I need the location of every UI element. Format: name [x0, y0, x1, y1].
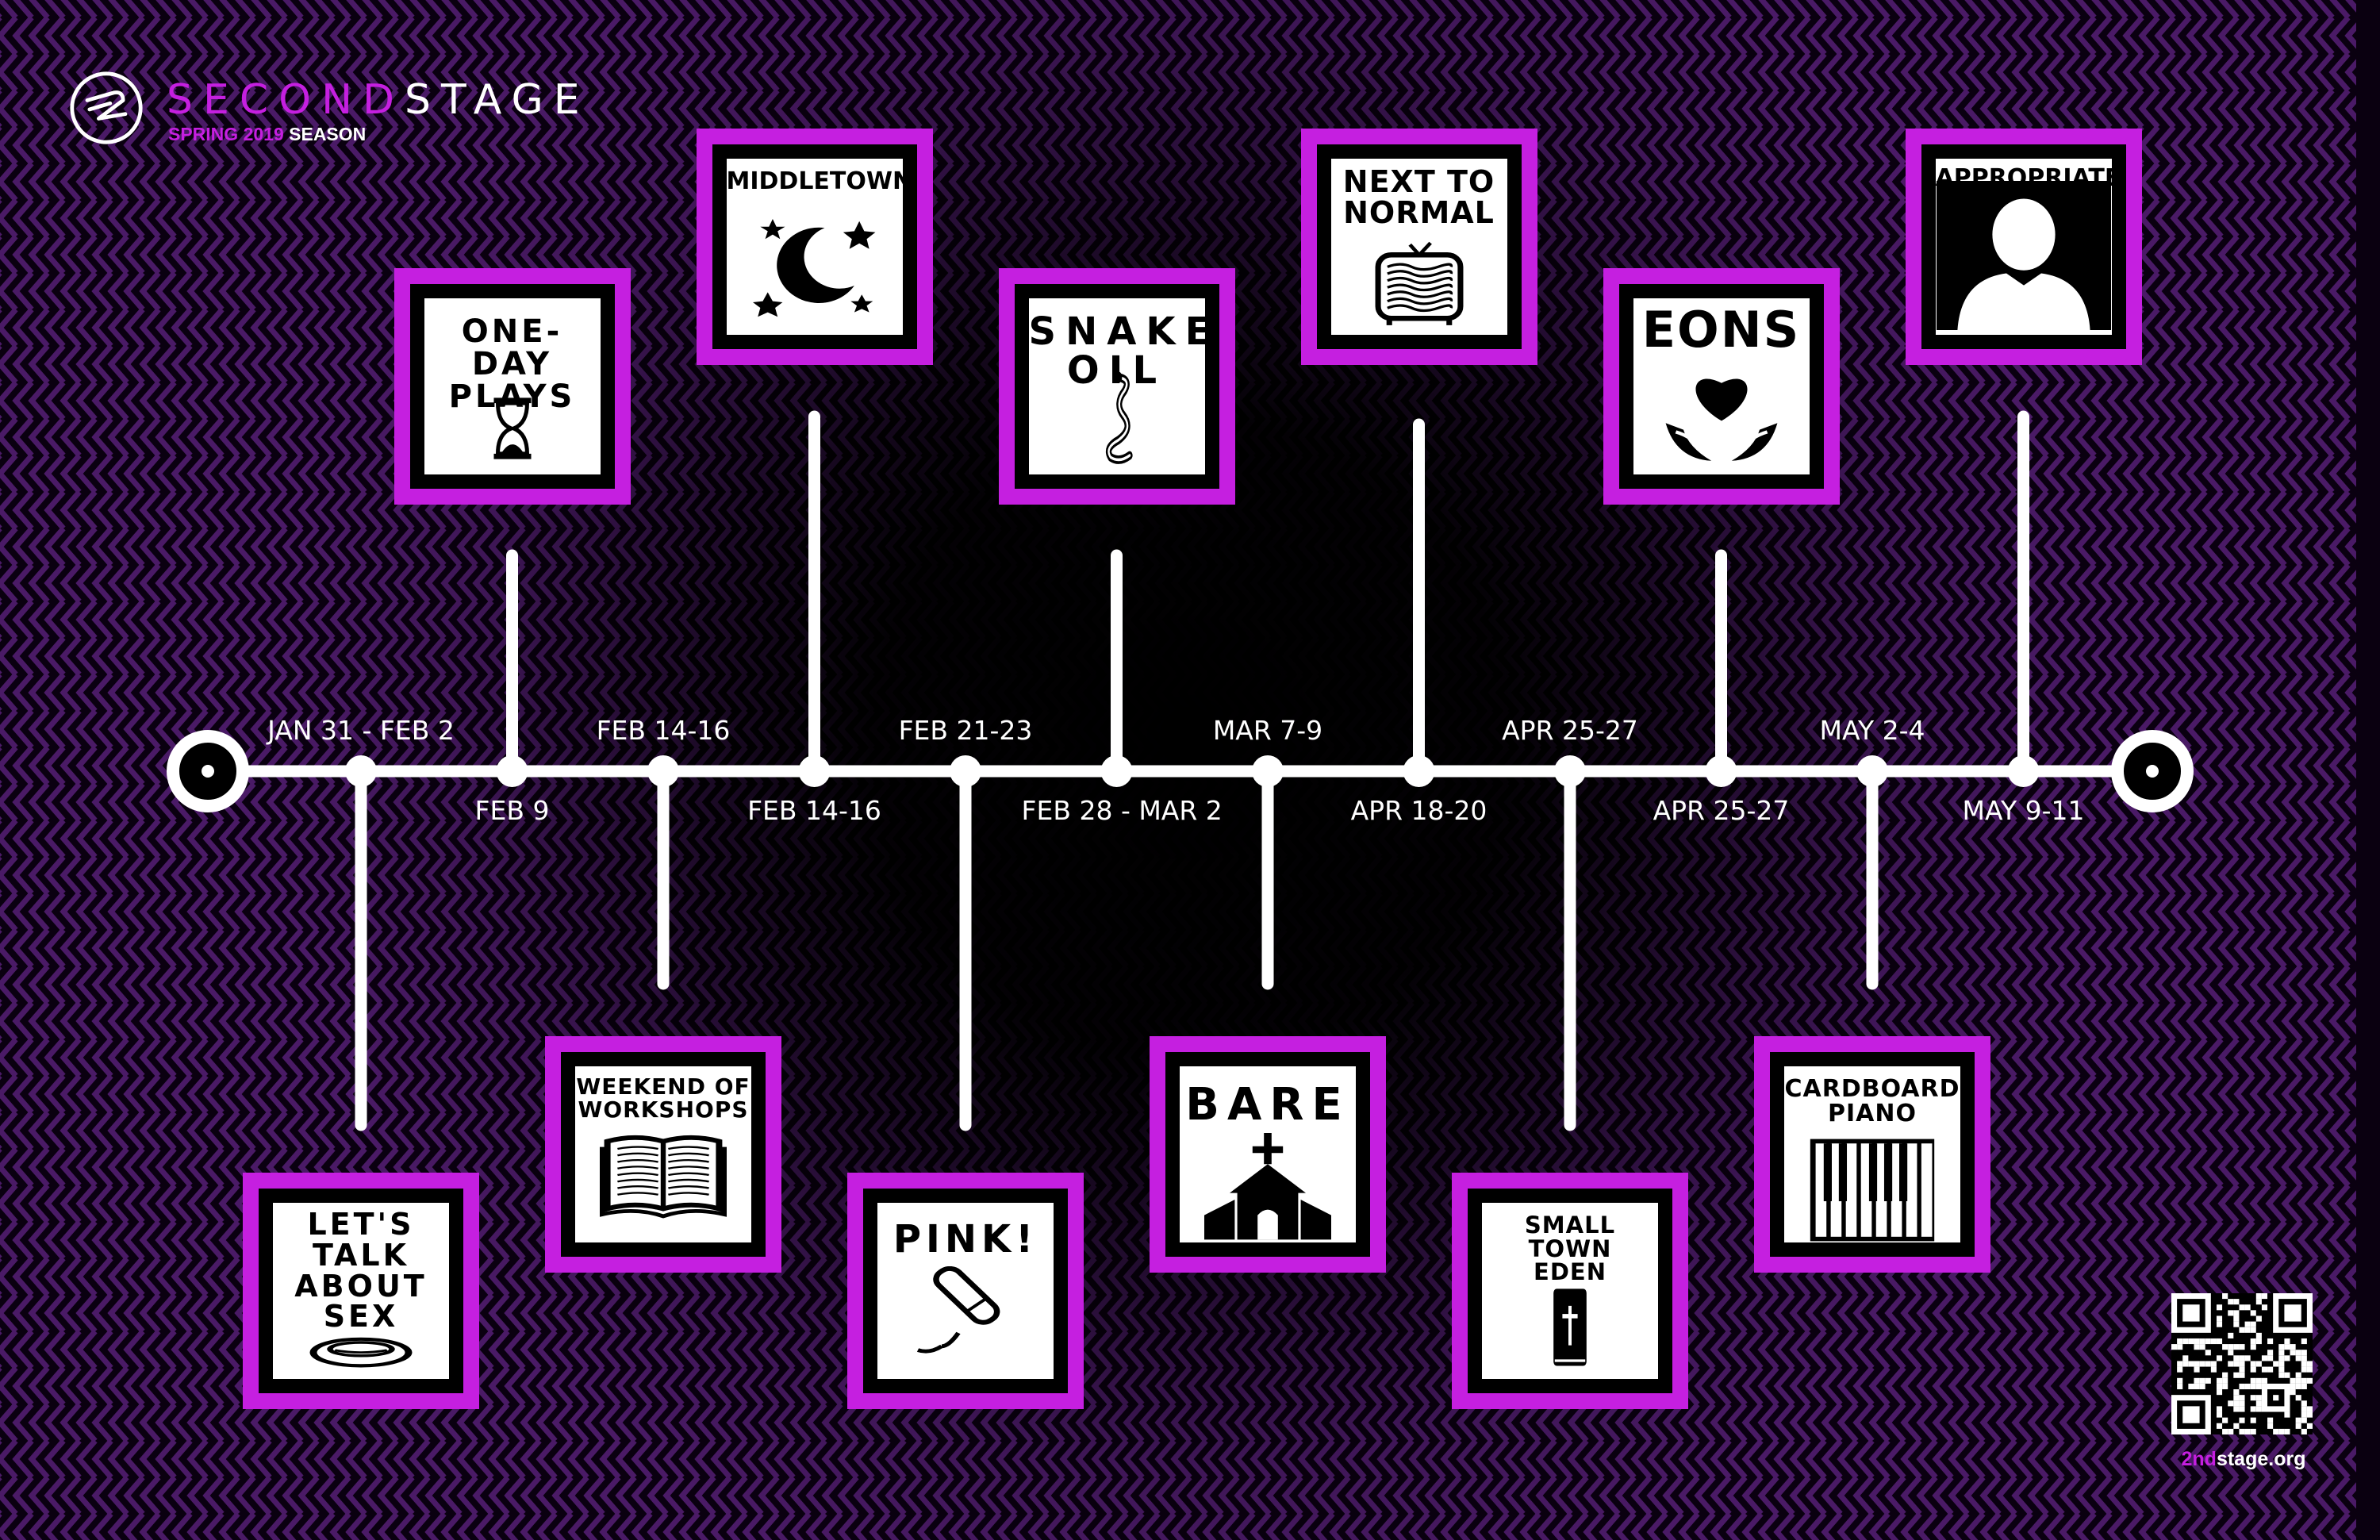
card-face: APPROPRIATE — [1935, 159, 2112, 335]
event-title: SNAKE OIL — [1028, 309, 1205, 393]
event-card[interactable]: NEXT TO NORMAL — [1300, 129, 1537, 365]
event-card[interactable]: SMALL TOWN EDEN — [1452, 1173, 1688, 1409]
card-face: MIDDLETOWN — [726, 159, 903, 335]
event-date: FEB 14-16 — [596, 715, 731, 746]
moon-stars-icon — [752, 219, 875, 317]
event-date: APR 18-20 — [1350, 795, 1488, 826]
card-face: BARE — [1180, 1066, 1356, 1242]
event-date: MAR 7-9 — [1212, 715, 1323, 746]
event-card[interactable]: LET'S TALK ABOUT SEX — [243, 1173, 479, 1409]
timeline-start-dot — [202, 765, 214, 778]
event-dot — [950, 755, 981, 787]
event-date: FEB 28 - MAR 2 — [1021, 795, 1223, 826]
card-face: LET'S TALK ABOUT SEX — [273, 1203, 449, 1379]
event-title: MIDDLETOWN — [726, 167, 903, 195]
event-date: MAY 9-11 — [1962, 795, 2085, 826]
tampon-icon — [916, 1266, 1000, 1354]
qr-code — [2171, 1293, 2313, 1434]
event-dot — [345, 755, 377, 787]
card-frame: PINK! — [863, 1189, 1068, 1393]
event-title: ONE-DAY PLAYS — [448, 313, 576, 415]
card-face: WEEKEND OF WORKSHOPS — [575, 1066, 751, 1242]
website-url-part-1: 2nd — [2181, 1448, 2217, 1470]
event-dot — [2007, 755, 2040, 787]
card-face: SNAKE OIL — [1028, 298, 1205, 474]
card-frame: MIDDLETOWN — [712, 144, 917, 349]
event-dot — [496, 755, 528, 787]
event-card[interactable]: BARE — [1150, 1036, 1386, 1273]
season-word: SEASON — [289, 124, 367, 144]
event-title: CARDBOARD PIANO — [1784, 1075, 1960, 1127]
event-date: FEB 21-23 — [898, 715, 1033, 746]
bible-icon — [1553, 1288, 1587, 1366]
event-title: BARE — [1185, 1079, 1350, 1131]
event-title: SMALL TOWN EDEN — [1524, 1212, 1616, 1286]
piano-keys-icon — [1810, 1139, 1935, 1242]
event-date: MAY 2-4 — [1819, 715, 1925, 746]
event-dot — [1100, 755, 1133, 787]
event-title: WEEKEND OF WORKSHOPS — [576, 1073, 750, 1123]
event-date: JAN 31 - FEB 2 — [267, 715, 455, 746]
event-dot — [798, 755, 831, 787]
event-date: FEB 9 — [474, 795, 550, 826]
event-card[interactable]: WEEKEND OF WORKSHOPS — [545, 1036, 781, 1273]
card-face: EONS — [1633, 298, 1810, 474]
card-frame: WEEKEND OF WORKSHOPS — [561, 1052, 766, 1257]
tv-icon — [1375, 241, 1463, 325]
event-card[interactable]: ONE-DAY PLAYS — [393, 268, 631, 505]
card-frame: SNAKE OIL — [1014, 284, 1219, 489]
event-dot — [1705, 755, 1737, 787]
card-frame: APPROPRIATE — [1921, 144, 2126, 349]
event-title: EONS — [1641, 301, 1801, 359]
card-face: PINK! — [877, 1203, 1054, 1379]
silhouette-icon — [1936, 181, 2111, 330]
event-card[interactable]: SNAKE OIL — [998, 268, 1235, 505]
season-label: SPRING 2019 SEASON — [168, 124, 366, 145]
event-card[interactable]: CARDBOARD PIANO — [1754, 1036, 1990, 1273]
event-card[interactable]: PINK! — [847, 1173, 1084, 1409]
hands-heart-icon — [1665, 378, 1777, 461]
event-card[interactable]: MIDDLETOWN — [696, 129, 933, 365]
card-face: SMALL TOWN EDEN — [1482, 1203, 1658, 1379]
event-date: FEB 14-16 — [747, 795, 881, 826]
brand-name-part-2: STAGE — [405, 76, 590, 124]
event-dot — [1856, 755, 1888, 787]
second-stage-logo — [70, 71, 143, 144]
snake-icon — [1105, 371, 1133, 464]
brand-name: SECONDSTAGE — [167, 79, 590, 121]
timeline-end-dot — [2146, 765, 2159, 778]
card-face: ONE-DAY PLAYS — [424, 298, 601, 474]
card-frame: EONS — [1618, 284, 1824, 489]
website-url-part-2: stage.org — [2216, 1448, 2306, 1470]
card-frame: CARDBOARD PIANO — [1770, 1052, 1975, 1257]
open-book-icon — [600, 1135, 727, 1219]
website-url[interactable]: 2ndstage.org — [2172, 1448, 2315, 1471]
brand-name-part-1: SECOND — [167, 76, 405, 124]
card-frame: SMALL TOWN EDEN — [1468, 1189, 1672, 1393]
season-term: SPRING 2019 — [168, 124, 284, 144]
hourglass-icon — [493, 397, 532, 459]
event-title: LET'S TALK ABOUT SEX — [294, 1207, 428, 1335]
event-card[interactable]: EONS — [1603, 268, 1840, 505]
card-frame: NEXT TO NORMAL — [1316, 144, 1522, 349]
event-dot — [1252, 755, 1284, 787]
card-frame: ONE-DAY PLAYS — [409, 284, 615, 489]
card-frame: BARE — [1165, 1052, 1370, 1257]
event-card[interactable]: APPROPRIATE — [1905, 129, 2142, 365]
event-date: APR 25-27 — [1653, 795, 1790, 826]
event-title: PINK! — [892, 1217, 1038, 1262]
event-title: NEXT TO NORMAL — [1342, 164, 1495, 230]
event-dot — [647, 755, 679, 787]
event-date: APR 25-27 — [1502, 715, 1638, 746]
church-icon — [1204, 1133, 1331, 1240]
event-dot — [1403, 755, 1435, 787]
card-face: NEXT TO NORMAL — [1330, 159, 1507, 335]
card-face: CARDBOARD PIANO — [1784, 1066, 1960, 1242]
condom-icon — [309, 1337, 413, 1368]
card-frame: LET'S TALK ABOUT SEX — [259, 1189, 463, 1393]
event-dot — [1554, 755, 1586, 787]
